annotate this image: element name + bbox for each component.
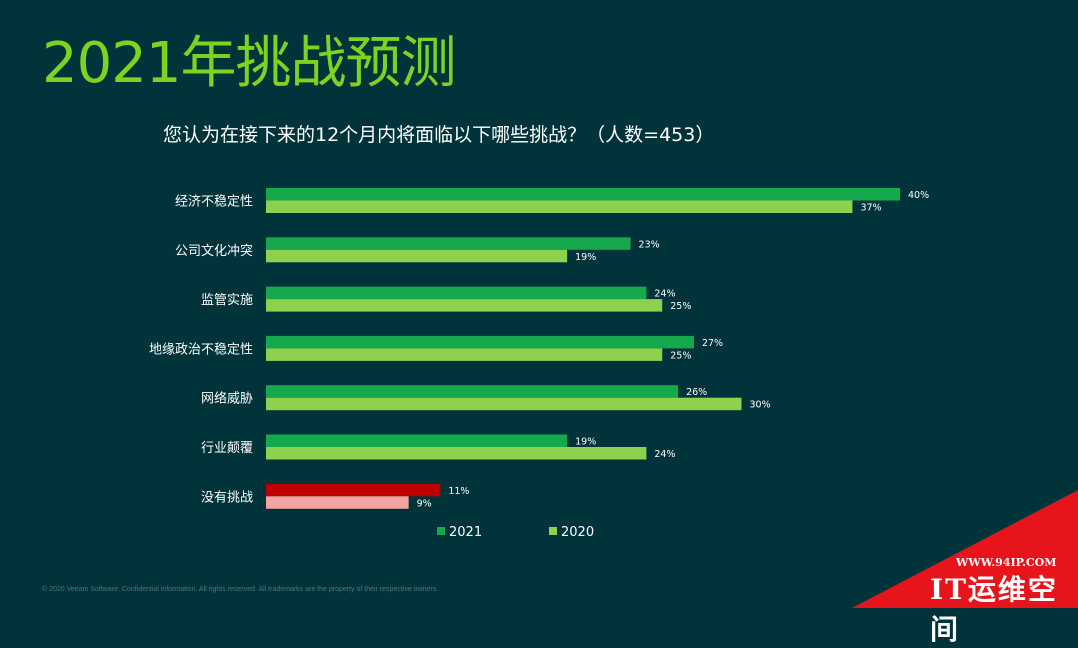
data-label: 24% <box>654 449 675 460</box>
category-label: 没有挑战 <box>201 490 253 505</box>
category-label: 网络威胁 <box>201 391 253 407</box>
bar-2021 <box>266 237 631 250</box>
watermark-brand: IT运维空间 <box>930 573 1058 646</box>
category-label: 公司文化冲突 <box>175 243 253 259</box>
footer-text: © 2020 Veeam Software. Confidential info… <box>42 586 439 593</box>
bar-2021 <box>266 286 647 300</box>
watermark-url: WWW.94IP.COM <box>956 556 1057 569</box>
page-title: 2021年挑战预测 <box>42 31 457 96</box>
legend-swatch-2020 <box>549 527 557 535</box>
bar-2020 <box>266 397 742 411</box>
category-label: 经济不稳定性 <box>175 194 253 210</box>
bar-2021 <box>266 434 568 447</box>
bar-2021 <box>266 188 900 201</box>
legend-swatch-2021 <box>437 527 445 535</box>
data-label: 40% <box>908 190 929 201</box>
data-label: 9% <box>417 498 432 509</box>
bar-2021 <box>266 483 441 497</box>
data-label: 19% <box>575 437 596 448</box>
category-label: 监管实施 <box>201 293 253 308</box>
bar-2020 <box>266 299 663 312</box>
data-label: 30% <box>750 400 771 411</box>
bar-2020 <box>266 496 409 509</box>
bar-2021 <box>266 335 694 349</box>
data-label: 11% <box>448 486 469 497</box>
data-label: 25% <box>670 301 691 312</box>
watermark-triangle <box>852 490 1078 608</box>
bar-2020 <box>266 447 647 460</box>
data-label: 25% <box>670 350 691 361</box>
data-label: 37% <box>860 203 881 214</box>
data-label: 24% <box>654 289 675 300</box>
chart-subtitle: 您认为在接下来的12个月内将面临以下哪些挑战？（人数=453） <box>163 124 715 146</box>
data-label: 19% <box>575 252 596 263</box>
legend-label: 2020 <box>561 525 594 540</box>
bar-chart: 经济不稳定性 40%37%公司文化冲突 23%19%监管实施 24%25%地缘政治不稳… <box>149 188 929 540</box>
bar-2020 <box>266 348 663 361</box>
data-label: 27% <box>702 338 723 349</box>
legend-label: 2021 <box>449 525 482 540</box>
category-label: 行业颠覆 <box>201 441 253 456</box>
data-label: 23% <box>639 239 660 250</box>
bar-2020 <box>266 200 853 213</box>
bar-2020 <box>266 249 568 263</box>
data-label: 26% <box>686 387 707 398</box>
category-label: 地缘政治不稳定性 <box>149 341 253 357</box>
bar-2021 <box>266 385 679 398</box>
